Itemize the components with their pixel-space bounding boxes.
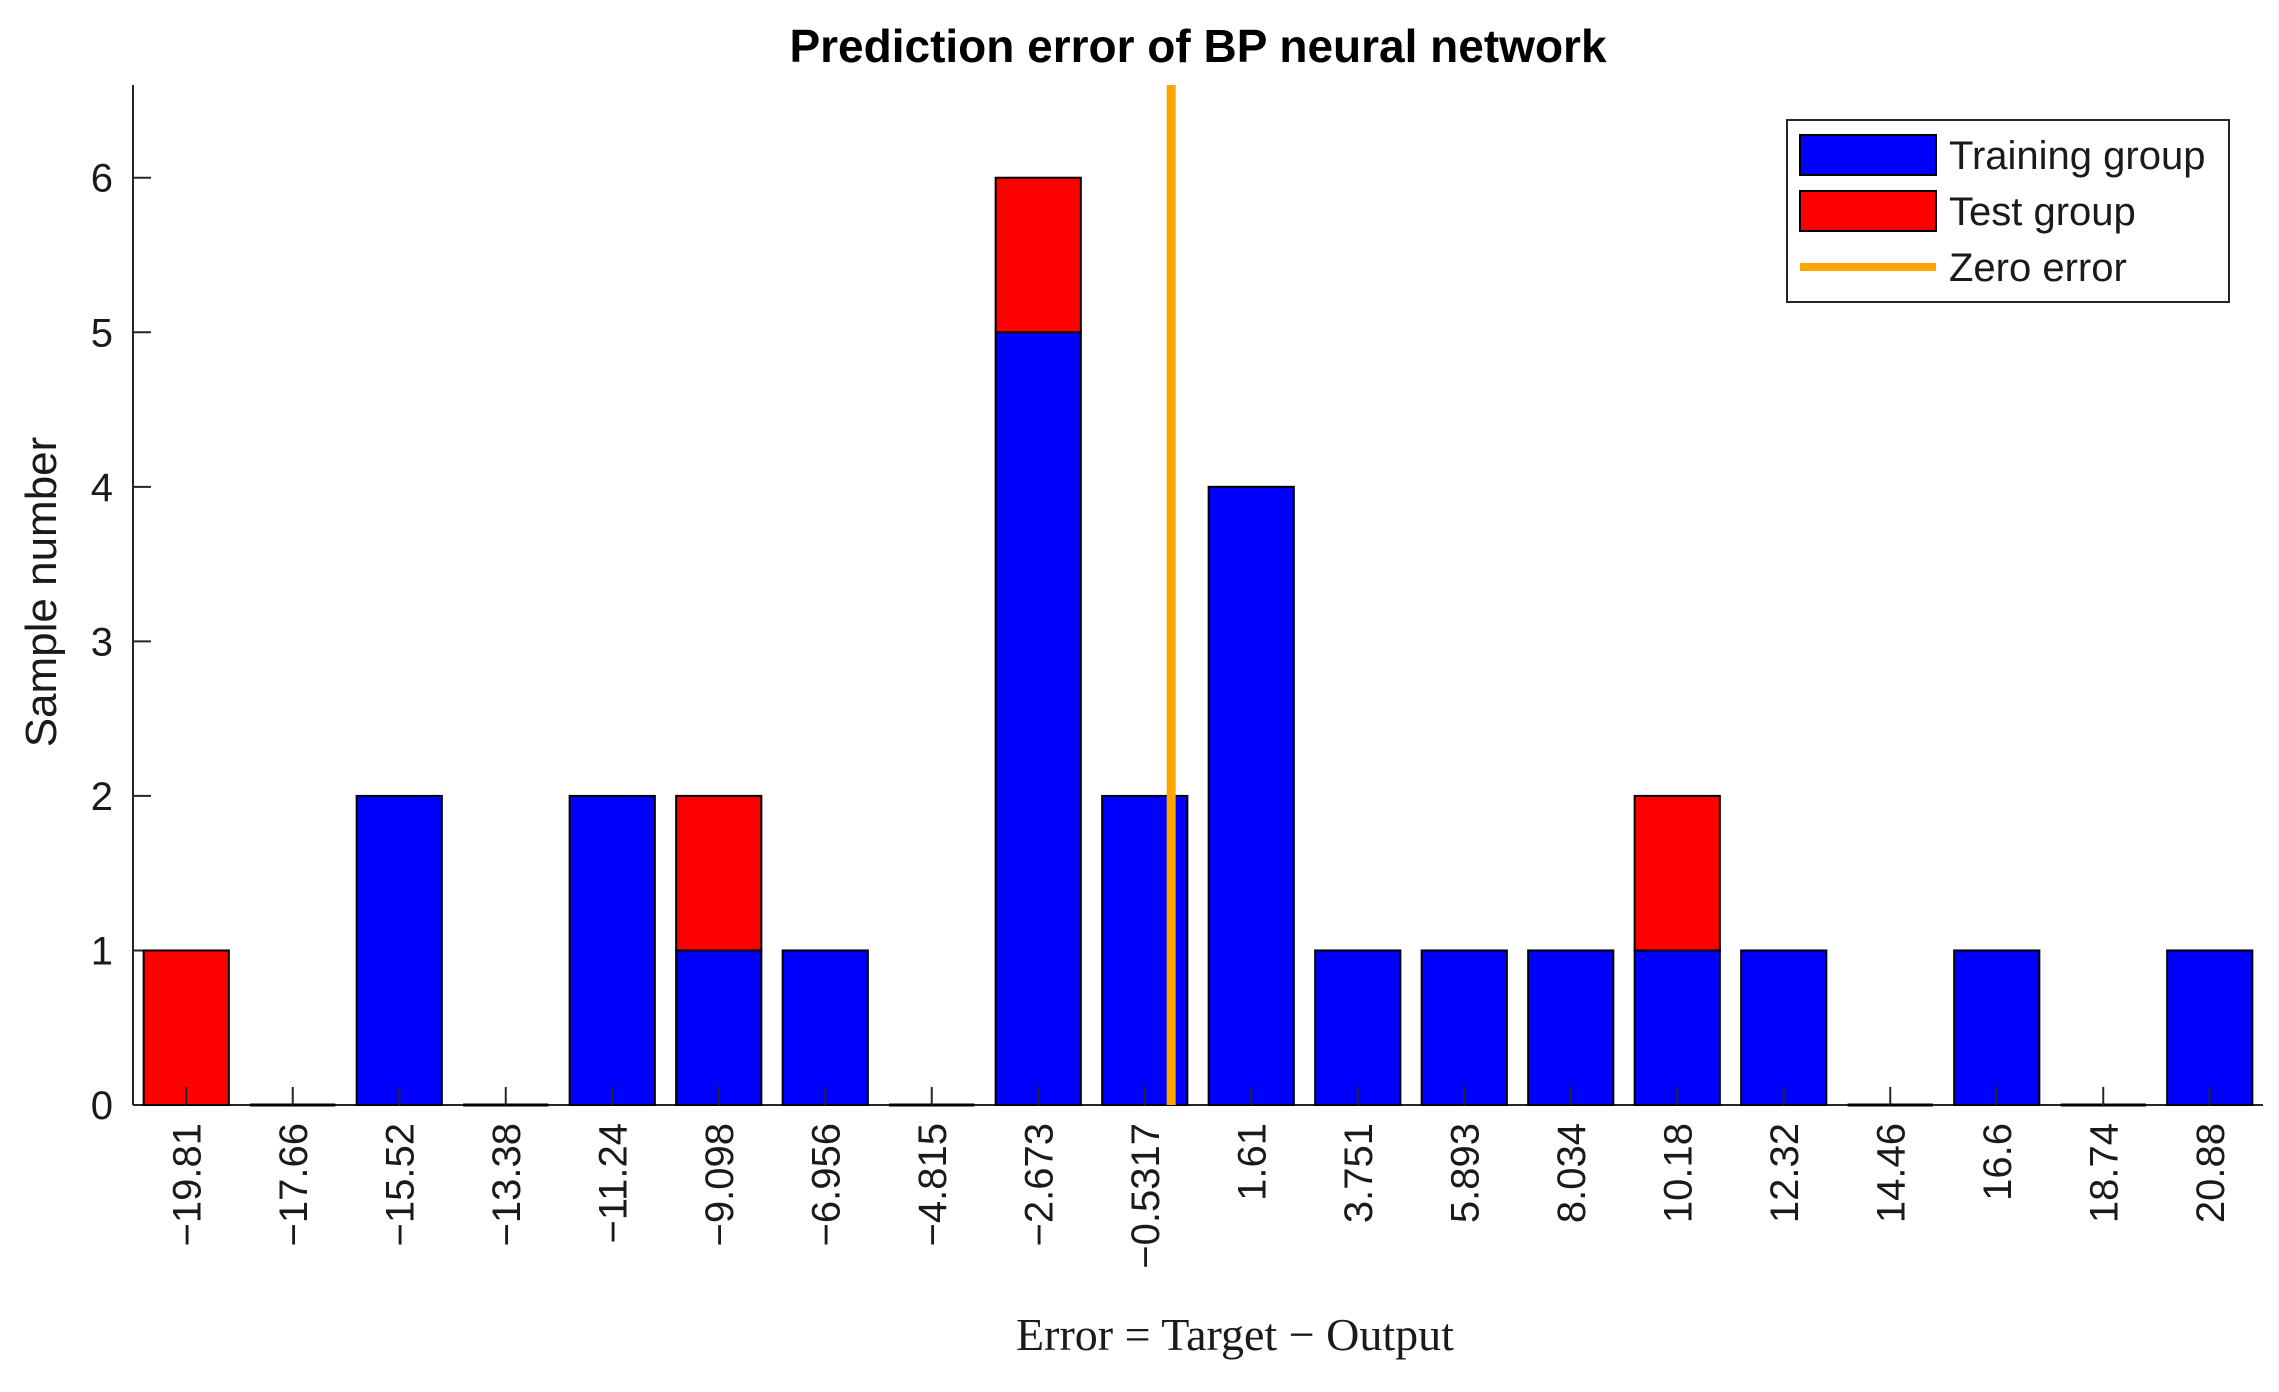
x-tick-label: 20.88 <box>2189 1123 2233 1223</box>
legend-zero-error-label: Zero error <box>1949 246 2127 290</box>
legend-test-label: Test group <box>1949 190 2136 234</box>
chart-title: Prediction error of BP neural network <box>789 20 1607 72</box>
bar-training <box>675 949 763 1106</box>
bar-test <box>1633 794 1721 952</box>
bar-training <box>1420 949 1508 1106</box>
bar-training <box>1527 949 1615 1106</box>
bar-training <box>355 794 443 1107</box>
x-tick-label: −6.956 <box>804 1123 848 1246</box>
bar-training <box>994 331 1082 1107</box>
y-tick-label: 5 <box>91 311 113 355</box>
legend-test-swatch <box>1799 190 1937 232</box>
bar-training <box>2166 949 2254 1106</box>
x-tick-label: −9.098 <box>698 1123 742 1246</box>
bar-training <box>1953 949 2041 1106</box>
y-axis-label: Sample number <box>17 437 66 748</box>
x-tick-label: 16.6 <box>1976 1123 2020 1201</box>
x-tick-label: −17.66 <box>272 1123 316 1246</box>
bar-training <box>1633 949 1721 1106</box>
bar-test <box>675 794 763 952</box>
y-tick-label: 0 <box>91 1084 113 1128</box>
bar-training <box>1314 949 1402 1106</box>
y-tick-label: 3 <box>91 620 113 664</box>
plot-area: 0 1 2 3 4 5 6 −19.81 −17.66 −15.52 −13.38 −11.24 −9.… <box>91 85 2263 1269</box>
bar-training <box>1740 949 1828 1106</box>
x-tick-label: −2.673 <box>1017 1123 1061 1246</box>
x-tick-label: 10.18 <box>1656 1123 1700 1223</box>
x-tick-label: −11.24 <box>591 1123 635 1244</box>
x-tick-label: −13.38 <box>485 1123 529 1246</box>
legend-training-swatch <box>1799 134 1937 176</box>
x-tick-label: 8.034 <box>1550 1123 1594 1223</box>
x-tick-label: 1.61 <box>1230 1123 1274 1201</box>
x-tick-label: 14.46 <box>1869 1123 1913 1223</box>
x-axis-label: Error = Target − Output <box>1016 1309 1454 1360</box>
x-tick-label: 12.32 <box>1763 1123 1807 1223</box>
bar-training <box>1207 485 1295 1106</box>
bar-training <box>568 794 656 1107</box>
legend: Training group Test group Zero error <box>1786 119 2230 303</box>
x-tick-label: 5.893 <box>1443 1123 1487 1223</box>
bar-test <box>142 949 230 1106</box>
bar-test <box>994 176 1082 334</box>
legend-training-label: Training group <box>1949 134 2205 178</box>
y-tick-label: 1 <box>91 929 113 973</box>
x-tick-label: 18.74 <box>2082 1123 2126 1223</box>
x-tick-label: −0.5317 <box>1124 1123 1168 1269</box>
y-tick-label: 2 <box>91 775 113 819</box>
y-tick-label: 4 <box>91 466 113 510</box>
bar-training <box>781 949 869 1106</box>
y-tick-label: 6 <box>91 157 113 201</box>
x-tick-label: −4.815 <box>911 1123 955 1246</box>
x-tick-label: −15.52 <box>378 1123 422 1246</box>
x-tick-label: −19.81 <box>165 1123 209 1246</box>
x-tick-label: 3.751 <box>1337 1123 1381 1223</box>
